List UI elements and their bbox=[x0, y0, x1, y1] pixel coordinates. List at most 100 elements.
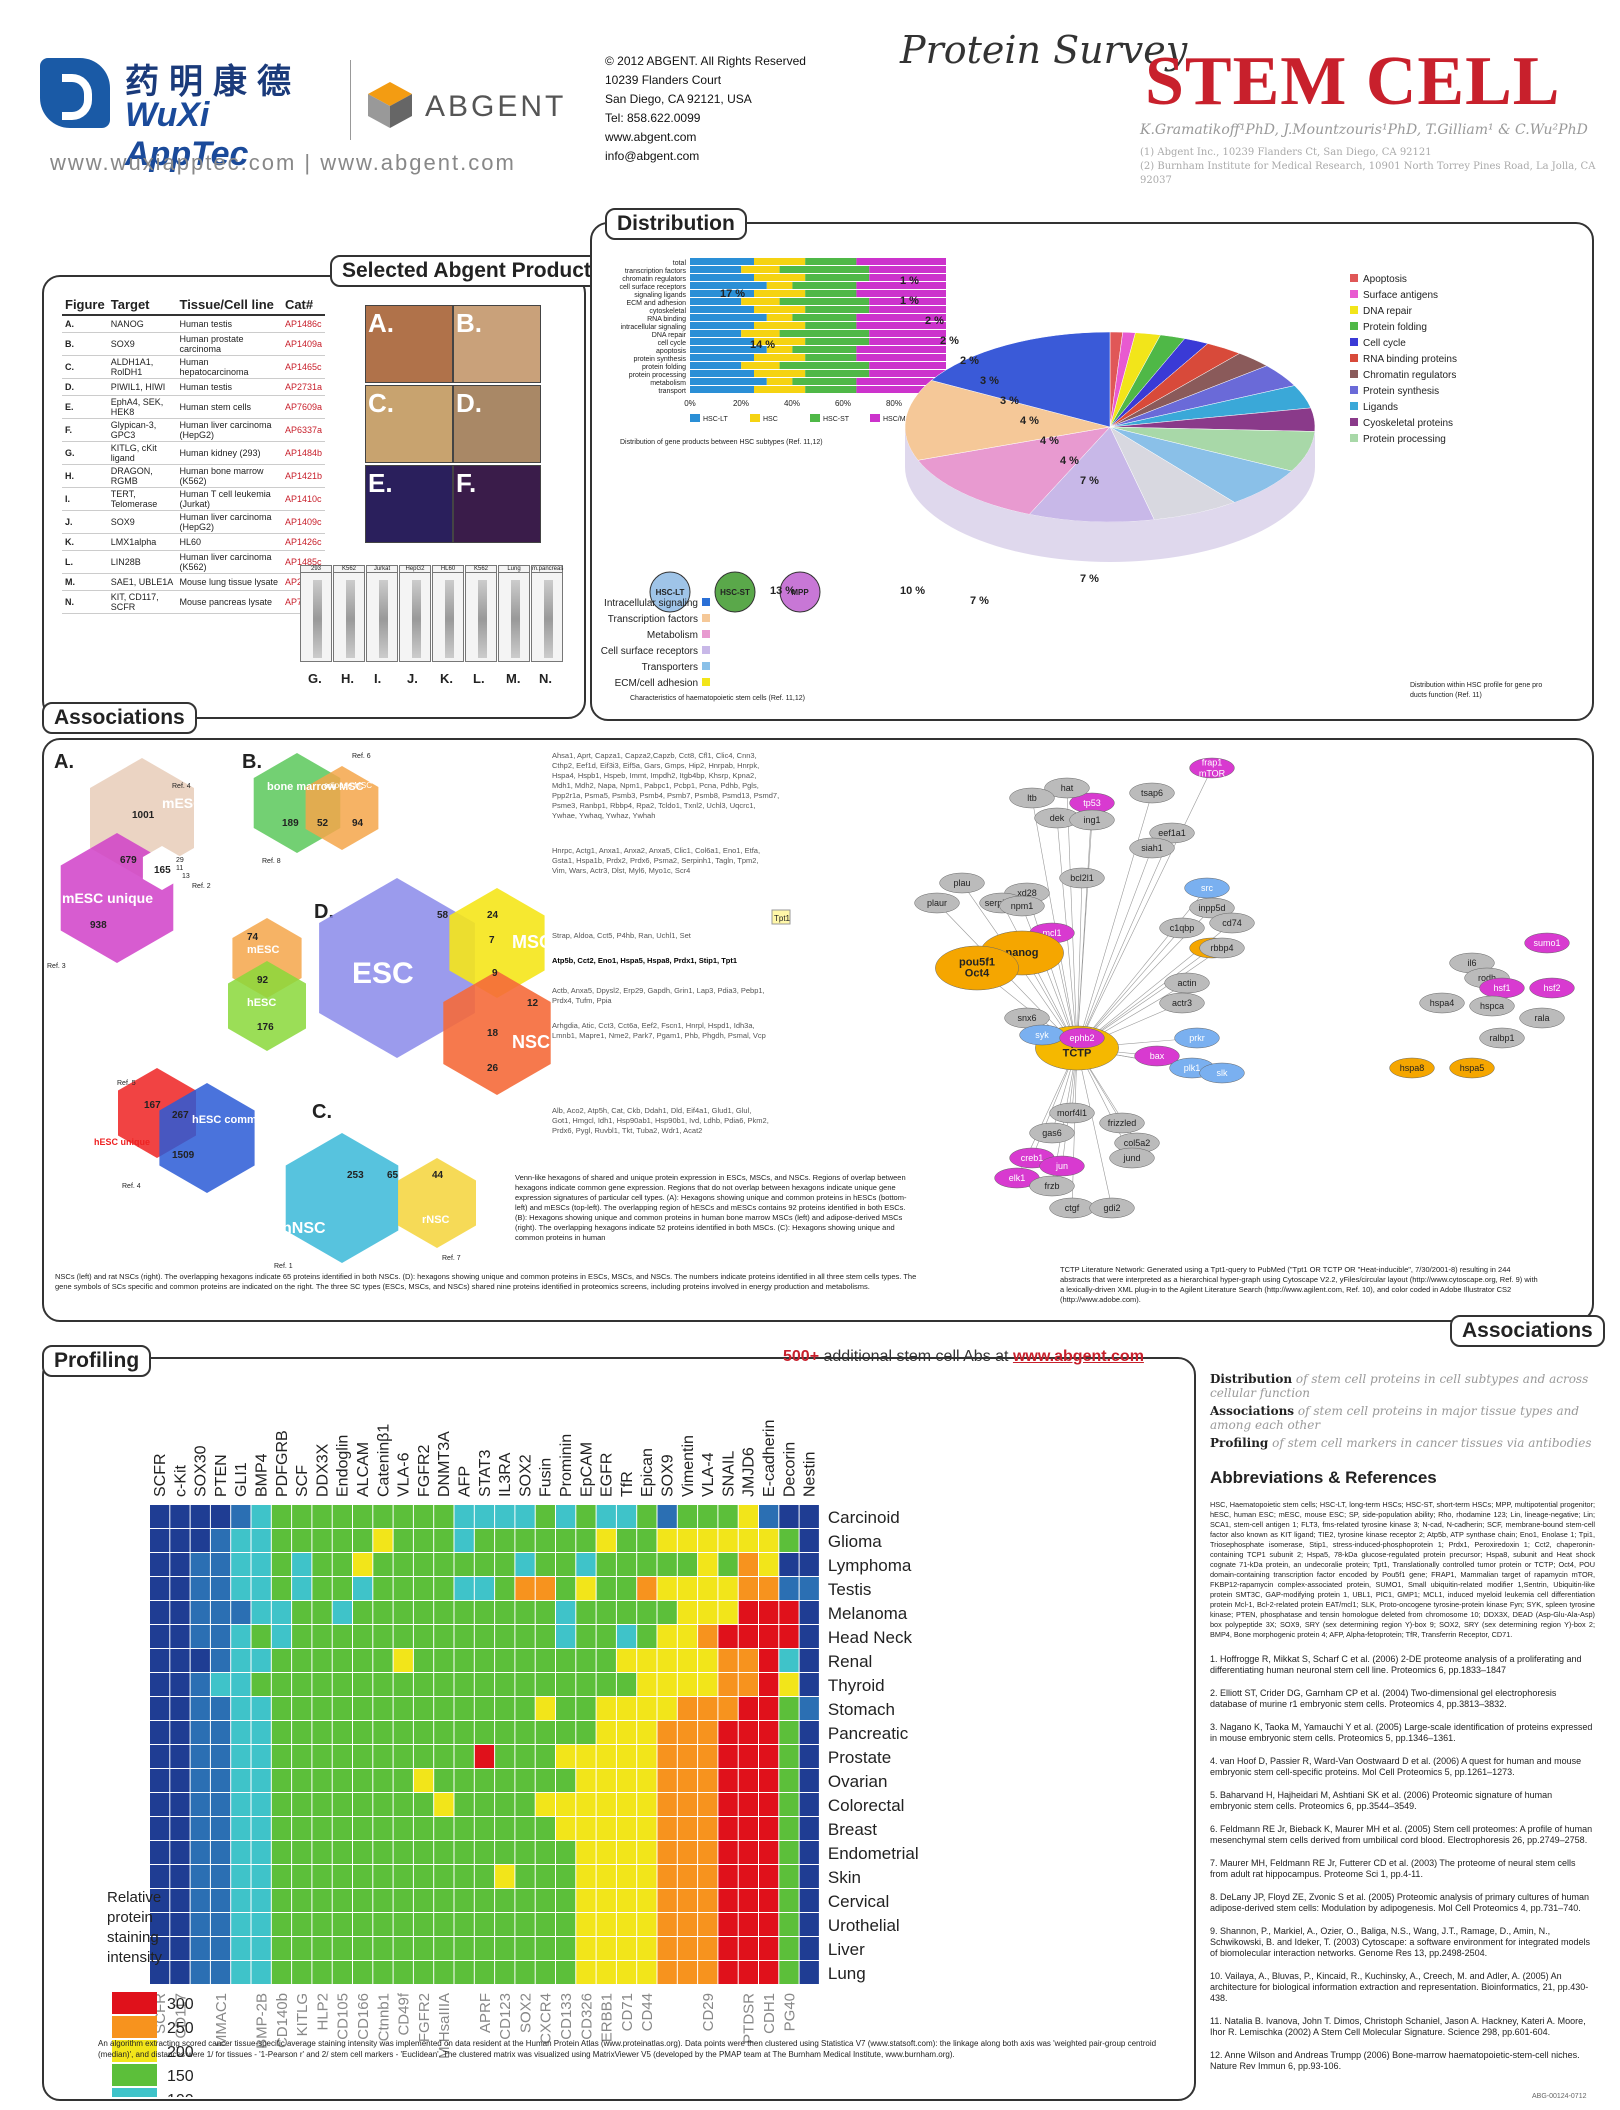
network-node[interactable] bbox=[1529, 977, 1575, 999]
banner-link[interactable]: www.abgent.com bbox=[1012, 1348, 1144, 1365]
contact-block: © 2012 ABGENT. All Rights Reserved 10239… bbox=[605, 52, 806, 166]
target-cell: PIWIL1, HIWI bbox=[107, 378, 177, 396]
network-node[interactable] bbox=[935, 945, 1019, 991]
heatmap-cell bbox=[759, 1673, 779, 1696]
network-node[interactable] bbox=[1009, 787, 1055, 809]
heatmap-cell bbox=[474, 1913, 495, 1936]
bar-segment bbox=[792, 378, 857, 385]
catalog-cell[interactable]: AP2731a bbox=[281, 378, 325, 396]
hex-number: 94 bbox=[352, 818, 364, 829]
heatmap-cell bbox=[353, 1673, 373, 1696]
heatmap-cell bbox=[413, 1697, 434, 1720]
heatmap-cell bbox=[373, 1697, 393, 1720]
heatmap-cell bbox=[799, 1913, 819, 1936]
network-node[interactable] bbox=[1029, 1122, 1075, 1144]
network-node[interactable] bbox=[999, 895, 1045, 917]
network-node[interactable] bbox=[1059, 867, 1105, 889]
network-node[interactable] bbox=[1159, 992, 1205, 1014]
table-row: J. SOX9 Human liver carcinoma (HepG2) AP140… bbox=[62, 510, 325, 534]
heatmap-cell bbox=[353, 1625, 373, 1648]
heatmap-cell bbox=[434, 1889, 454, 1912]
network-node-label: rala bbox=[1534, 1013, 1549, 1023]
heatmap-bottom-label: BMP-2B bbox=[254, 1993, 271, 2049]
network-node[interactable] bbox=[1419, 992, 1465, 1014]
catalog-cell[interactable]: AP1410c bbox=[281, 487, 325, 511]
blot-lane-header: 293 bbox=[301, 566, 331, 573]
bar-segment bbox=[869, 330, 946, 337]
network-node[interactable] bbox=[1129, 837, 1175, 859]
heatmap-cell bbox=[251, 1865, 271, 1888]
catalog-cell[interactable]: AP6337a bbox=[281, 418, 325, 442]
heatmap-cell bbox=[698, 1913, 718, 1936]
network-node[interactable] bbox=[1189, 897, 1235, 919]
heatmap-cell bbox=[556, 1913, 576, 1936]
catalog-cell[interactable]: AP1421b bbox=[281, 464, 325, 488]
catalog-cell[interactable]: AP1409c bbox=[281, 510, 325, 534]
bar-row-label: intracellular signaling bbox=[621, 324, 686, 331]
network-node[interactable] bbox=[1129, 782, 1175, 804]
heatmap-cell bbox=[759, 1841, 779, 1864]
network-node[interactable] bbox=[1089, 1197, 1135, 1219]
network-node-label: src bbox=[1201, 883, 1213, 893]
contact-line[interactable]: info@abgent.com bbox=[605, 149, 700, 163]
network-node[interactable] bbox=[1109, 1147, 1155, 1169]
catalog-cell[interactable]: AP1486c bbox=[281, 315, 325, 333]
pie-label: 2 % bbox=[960, 355, 979, 367]
catalog-cell[interactable]: AP1409a bbox=[281, 332, 325, 356]
heatmap-column-label: AFP bbox=[457, 1466, 474, 1497]
catalog-cell[interactable]: AP1426c bbox=[281, 533, 325, 551]
catalog-cell[interactable]: AP1484b bbox=[281, 441, 325, 465]
heatmap-cell bbox=[596, 1625, 616, 1648]
network-node[interactable] bbox=[1134, 1045, 1180, 1067]
network-node[interactable] bbox=[1519, 1007, 1565, 1029]
network-node[interactable] bbox=[1209, 912, 1255, 934]
network-node[interactable] bbox=[1449, 1057, 1495, 1079]
hex-number: 65 bbox=[387, 1170, 399, 1181]
network-node[interactable] bbox=[1059, 1027, 1105, 1049]
network-node[interactable] bbox=[1199, 937, 1245, 959]
network-node[interactable] bbox=[1044, 777, 1090, 799]
network-node[interactable] bbox=[1174, 1027, 1220, 1049]
network-node[interactable] bbox=[1039, 1155, 1085, 1177]
network-node[interactable] bbox=[1099, 1112, 1145, 1134]
heatmap-cell bbox=[393, 1817, 413, 1840]
network-node[interactable] bbox=[1049, 1102, 1095, 1124]
heatmap: SCFR c-Kit SOX30 PTEN GLI1 BMP4 PDFGRB SCF DDX3X… bbox=[107, 1420, 919, 2097]
bar-row-label: cell cycle bbox=[658, 340, 687, 347]
network-node[interactable] bbox=[1189, 757, 1235, 779]
network-node[interactable] bbox=[1159, 917, 1205, 939]
figure-cell: C. bbox=[62, 355, 108, 379]
catalog-cell[interactable]: AP1465c bbox=[281, 355, 325, 379]
heatmap-cell bbox=[535, 1625, 555, 1648]
network-node[interactable] bbox=[1524, 932, 1570, 954]
heatmap-cell bbox=[495, 1841, 515, 1864]
header-urls[interactable]: www.wuxiapptec.com | www.abgent.com bbox=[50, 150, 516, 175]
network-node[interactable] bbox=[1389, 1057, 1435, 1079]
sidebar-summary-text: of stem cell proteins in cell subtypes a… bbox=[1210, 1372, 1589, 1400]
hex-label: mESC common bbox=[162, 795, 265, 811]
heatmap-cell bbox=[637, 1673, 657, 1696]
heatmap-cell bbox=[170, 1865, 190, 1888]
network-node[interactable] bbox=[1469, 995, 1515, 1017]
hex-number: 679 bbox=[120, 855, 137, 866]
heatmap-cell bbox=[779, 1889, 799, 1912]
reference-item: 1. Hoffrogge R, Mikkat S, Scharf C et al… bbox=[1210, 1654, 1582, 1675]
network-node[interactable] bbox=[939, 872, 985, 894]
heatmap-cell bbox=[637, 1889, 657, 1912]
contact-line[interactable]: www.abgent.com bbox=[605, 130, 697, 144]
network-node[interactable] bbox=[1479, 1027, 1525, 1049]
heatmap-cell bbox=[495, 1505, 515, 1528]
heatmap-column-label: EGFR bbox=[599, 1453, 616, 1497]
product-image-5: E. bbox=[365, 465, 453, 543]
figure-cell: I. bbox=[62, 487, 108, 511]
network-node[interactable] bbox=[1069, 809, 1115, 831]
network-node[interactable] bbox=[1149, 822, 1195, 844]
bar-row-label: transport bbox=[658, 388, 686, 395]
heatmap-cell bbox=[251, 1793, 271, 1816]
bar-segment bbox=[856, 354, 946, 361]
network-node[interactable] bbox=[914, 892, 960, 914]
network-node[interactable] bbox=[1029, 1175, 1075, 1197]
heatmap-cell bbox=[251, 1673, 271, 1696]
network-node[interactable] bbox=[1199, 1062, 1245, 1084]
catalog-cell[interactable]: AP7609a bbox=[281, 395, 325, 419]
